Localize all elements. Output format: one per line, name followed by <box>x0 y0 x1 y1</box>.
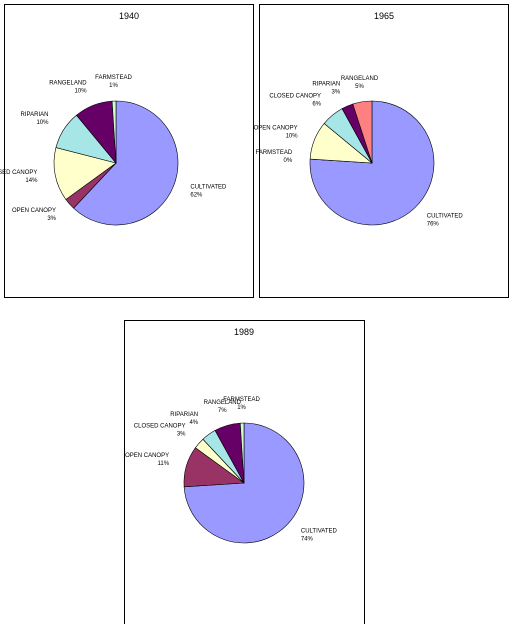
slice-label: FARMSTEAD <box>255 150 292 156</box>
value-label: 3% <box>177 431 186 437</box>
chart-title: 1940 <box>119 11 139 21</box>
slice-label: RANGELAND <box>204 400 242 406</box>
slice-label: OPEN CANOPY <box>254 126 298 132</box>
slice-label: RANGELAND <box>341 76 379 82</box>
value-label: 5% <box>355 84 364 90</box>
slice-label: CLOSED CANOPY <box>134 423 186 429</box>
slice-label: RIPARIAN <box>21 112 49 118</box>
slice-label: CLOSED CANOPY <box>0 170 37 176</box>
value-label: 74% <box>301 536 314 542</box>
slice-label: CULTIVATED <box>190 184 227 190</box>
value-label: 4% <box>189 420 198 426</box>
slice-label: CULTIVATED <box>427 213 464 219</box>
value-label: 11% <box>158 461 170 467</box>
chart-title: 1965 <box>374 11 394 21</box>
slice-label: CLOSED CANOPY <box>269 93 321 99</box>
slice-label: OPEN CANOPY <box>125 453 169 459</box>
slice-label: CULTIVATED <box>301 528 338 534</box>
slice-label: RANGELAND <box>49 81 87 87</box>
slice-label: FARMSTEAD <box>223 397 260 403</box>
slice-label: RIPARIAN <box>312 82 340 88</box>
value-label: 6% <box>312 101 321 107</box>
value-label: 62% <box>190 192 203 198</box>
pie-slice <box>239 422 245 484</box>
pie-slice <box>111 100 117 164</box>
value-label: 3% <box>332 90 341 96</box>
pie-slice <box>53 147 117 200</box>
value-label: 7% <box>218 408 227 414</box>
slice-label: FARMSTEAD <box>95 75 132 81</box>
value-label: 1% <box>109 83 118 89</box>
value-label: 10% <box>36 120 49 126</box>
value-label: 0% <box>283 158 292 164</box>
slice-label: RIPARIAN <box>170 412 198 418</box>
value-label: 76% <box>427 221 440 227</box>
slice-label: OPEN CANOPY <box>12 208 56 214</box>
value-label: 3% <box>47 216 56 222</box>
value-label: 14% <box>25 178 38 184</box>
value-label: 10% <box>286 134 299 140</box>
chart-title: 1989 <box>234 327 254 337</box>
value-label: 1% <box>237 405 246 411</box>
pie-slice <box>73 100 179 226</box>
value-label: 10% <box>75 89 88 95</box>
pie-slice <box>352 100 373 164</box>
